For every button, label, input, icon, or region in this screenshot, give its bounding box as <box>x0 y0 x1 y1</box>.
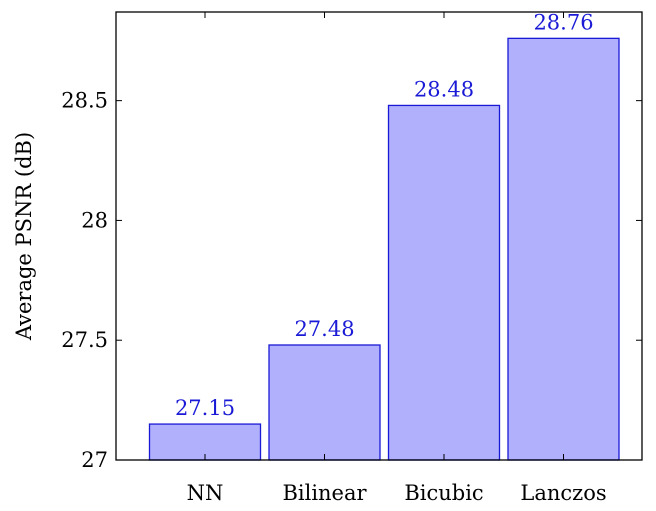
bar-bicubic <box>387 104 501 461</box>
y-axis-title: Average PSNR (dB) <box>12 132 36 341</box>
data-label-bicubic: 28.48 <box>414 77 474 101</box>
bar-bilinear <box>268 344 381 461</box>
bars-layer <box>148 37 620 461</box>
y-tick-label: 27.5 <box>61 328 108 352</box>
x-tick-label-nn: NN <box>187 481 224 505</box>
data-label-bilinear: 27.48 <box>294 317 354 341</box>
data-label-lanczos: 28.76 <box>533 10 593 34</box>
y-tick-label: 27 <box>81 448 108 472</box>
data-label-nn: 27.15 <box>175 396 235 420</box>
labels-layer: 27.15 NN 27.48 Bilinear 28.48 Bicubic 28.76 Lan… <box>61 10 606 505</box>
plot-frame <box>115 11 643 461</box>
ticks-layer <box>116 12 642 461</box>
y-tick-label: 28 <box>81 208 108 232</box>
y-tick-label: 28.5 <box>61 89 108 113</box>
x-tick-label-lanczos: Lanczos <box>520 481 606 505</box>
bar-lanczos <box>507 37 620 461</box>
x-tick-label-bicubic: Bicubic <box>404 481 483 505</box>
x-tick-label-bilinear: Bilinear <box>282 481 367 505</box>
